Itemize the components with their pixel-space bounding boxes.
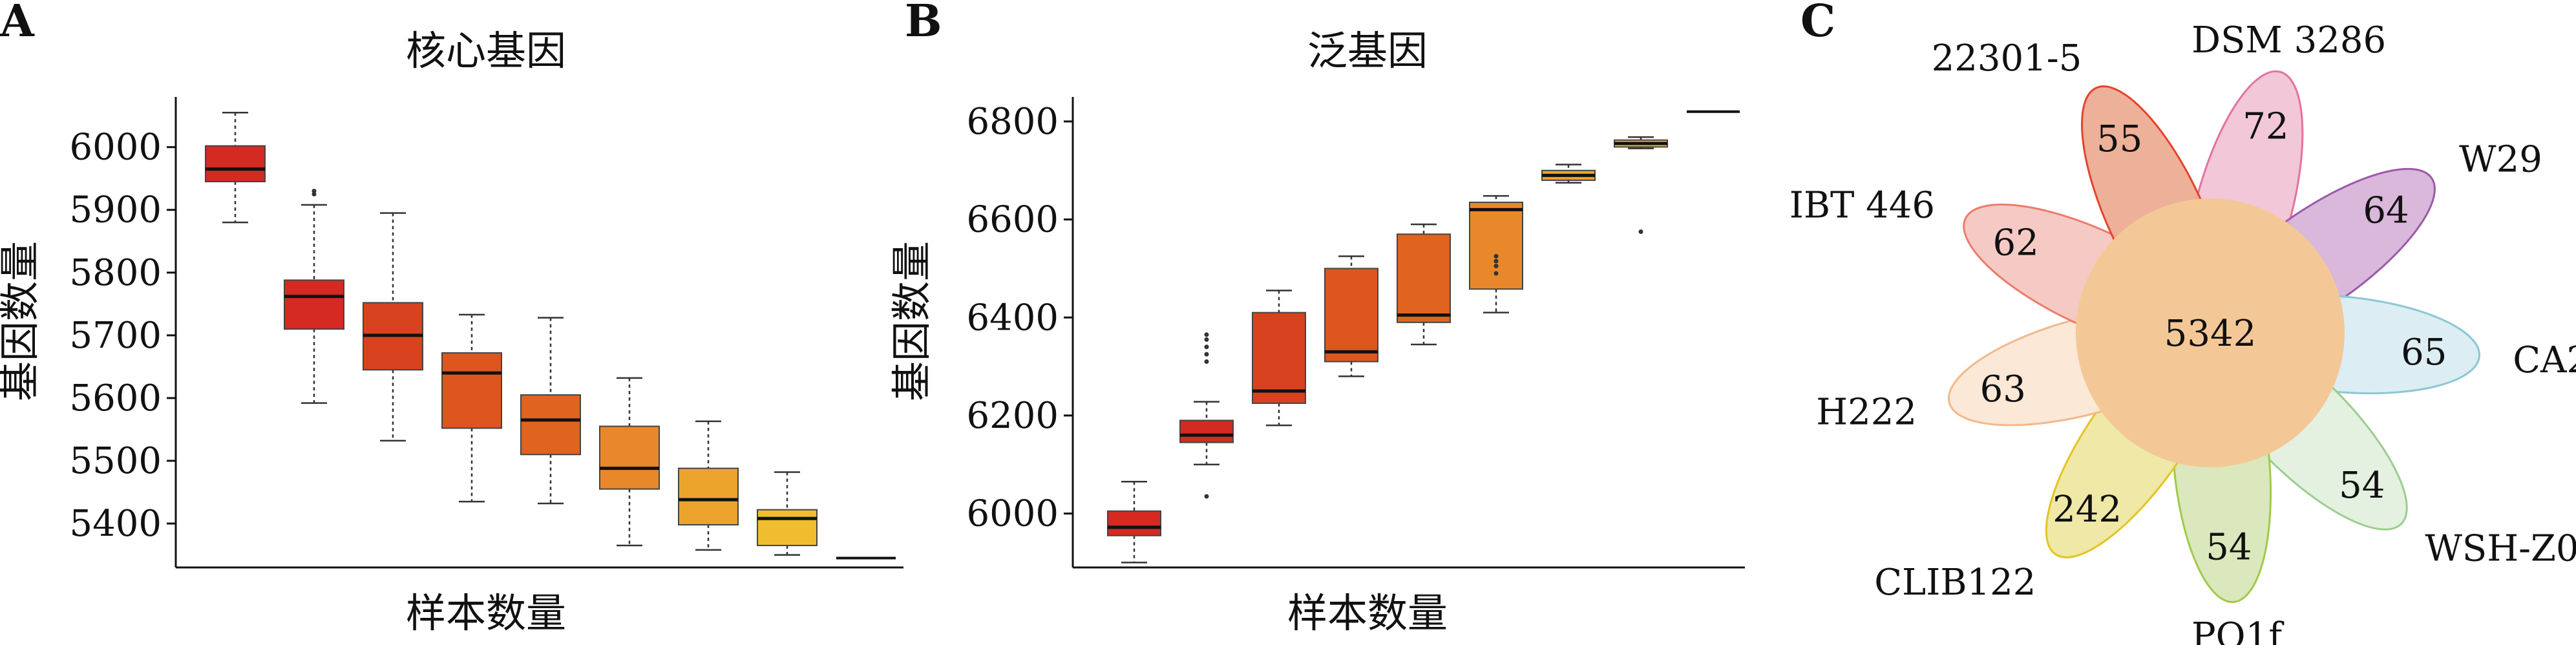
panel-b-box-2 (1179, 332, 1234, 499)
panel-b-outlier (1204, 337, 1209, 342)
panel-b-ytick-label: 6000 (966, 493, 1059, 535)
flower-petal-value: 242 (2053, 489, 2122, 531)
panel-b-box-body (1107, 510, 1161, 536)
flower-strain-label: WSH-Z06 (2425, 527, 2576, 569)
flower-petal-value: 62 (1992, 222, 2038, 264)
panel-a-box-7 (678, 420, 739, 551)
panel-b-box-8 (1614, 136, 1668, 235)
panel-b-ytick-label: 6400 (966, 297, 1059, 339)
panel-b-ytick-label: 6600 (966, 199, 1059, 241)
panel-b-ytick-label: 6800 (966, 101, 1059, 143)
flower-center-value: 5342 (2164, 313, 2257, 355)
panel-b-box-body (1469, 202, 1523, 290)
flower-petal-value: 54 (2206, 527, 2252, 569)
panel-b: B 泛基因 样本数量 基因数量 6000 6200 6400 6600 6800 (888, 0, 1745, 637)
panel-b-xlabel: 样本数量 (1287, 589, 1448, 637)
panel-a-box-body (284, 279, 344, 330)
flower-petal-value: 72 (2243, 105, 2288, 147)
panel-a-box-body (757, 509, 818, 547)
panel-a-box-body (520, 394, 581, 456)
panel-b-outlier (1204, 359, 1209, 364)
panel-a-outlier (311, 189, 317, 194)
panel-a-ytick-label: 6000 (69, 127, 162, 169)
panel-a-ytick-label: 5700 (69, 315, 162, 357)
panel-a-outlier (311, 191, 317, 196)
panel-a-box-8 (757, 471, 818, 556)
panel-c-letter: C (1800, 0, 1835, 47)
panel-a-title: 核心基因 (406, 27, 566, 74)
panel-b-box-body (1324, 268, 1378, 363)
panel-b-outlier (1204, 352, 1209, 357)
panel-b-box-body (1397, 233, 1451, 323)
panel-a-letter: A (0, 0, 35, 47)
flower-strain-label: H222 (1816, 392, 1917, 434)
panel-b-outlier (1494, 253, 1499, 259)
panel-a-box-body (678, 467, 739, 525)
panel-b-outlier (1204, 494, 1209, 499)
panel-b-box-4 (1324, 255, 1378, 377)
panel-a-box-4 (441, 313, 502, 503)
panel-b-outlier (1204, 332, 1209, 337)
flower-center (2076, 198, 2345, 467)
panel-b-outlier (1204, 344, 1209, 350)
flower-petal-value: 65 (2401, 332, 2447, 374)
panel-a-ytick-label: 5600 (69, 377, 162, 419)
panel-a-ytick-label: 5900 (69, 189, 162, 231)
flower-strain-label: W29 (2459, 138, 2542, 180)
panel-b-box-body (1252, 312, 1306, 404)
panel-b-box-6 (1469, 195, 1523, 313)
flower-strain-label: 22301-5 (1932, 37, 2082, 79)
panel-b-outlier (1494, 264, 1499, 269)
flower-strain-label: PO1f (2191, 615, 2285, 645)
panel-b-outlier (1638, 229, 1643, 235)
flower-strain-label: CLIB122 (1874, 562, 2036, 604)
panel-b-title: 泛基因 (1307, 27, 1428, 74)
panel-a-ytick-label: 5400 (69, 503, 162, 545)
panel-a-ylabel: 基因数量 (0, 241, 43, 401)
panel-a-ytick-label: 5500 (69, 440, 162, 482)
flower-strain-label: IBT 446 (1789, 184, 1935, 226)
flower-petal-value: 63 (1980, 368, 2026, 410)
flower-petal-value: 55 (2096, 118, 2142, 160)
panel-b-outlier (1494, 271, 1499, 276)
panel-a-box-3 (363, 212, 423, 442)
panel-b-box-body (1179, 419, 1234, 443)
panel-b-box-5 (1397, 223, 1451, 346)
panel-b-ytick-label: 6200 (966, 395, 1059, 437)
panel-a: A 核心基因 样本数量 基因数量 5400 5500 5600 5700 5800 590… (0, 0, 903, 637)
panel-a-box-1 (205, 112, 266, 224)
panel-a-xlabel: 样本数量 (406, 589, 566, 637)
panel-a-box-2 (284, 189, 344, 404)
panel-b-box-1 (1107, 481, 1161, 564)
panel-a-box-5 (520, 317, 581, 505)
panel-b-outlier (1494, 259, 1499, 264)
flower-strain-label: CA20 (2513, 339, 2576, 381)
panel-b-box-3 (1252, 290, 1306, 427)
flower-petal-value: 54 (2339, 465, 2385, 507)
flower-strain-label: DSM 3286 (2191, 19, 2386, 61)
panel-a-box-6 (599, 377, 660, 547)
panel-c: C 5342 72 DSM 3286 64 W29 65 CA20 54 WSH-Z06 54 P… (1789, 0, 2576, 645)
panel-a-box-body (205, 145, 266, 183)
panel-b-letter: B (905, 0, 942, 47)
panel-b-ylabel: 基因数量 (888, 241, 935, 401)
panel-a-ytick-label: 5800 (69, 252, 162, 294)
panel-a-box-body (599, 425, 660, 490)
flower-petal-value: 64 (2363, 190, 2409, 232)
panel-b-box-7 (1541, 164, 1596, 184)
panel-a-box-body (441, 352, 502, 429)
